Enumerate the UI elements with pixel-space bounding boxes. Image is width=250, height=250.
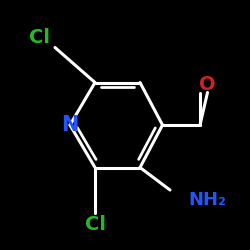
Text: Cl: Cl: [30, 28, 50, 47]
Text: NH₂: NH₂: [189, 191, 226, 209]
Text: O: O: [199, 76, 216, 94]
Text: Cl: Cl: [84, 216, 105, 234]
Text: N: N: [61, 115, 79, 135]
